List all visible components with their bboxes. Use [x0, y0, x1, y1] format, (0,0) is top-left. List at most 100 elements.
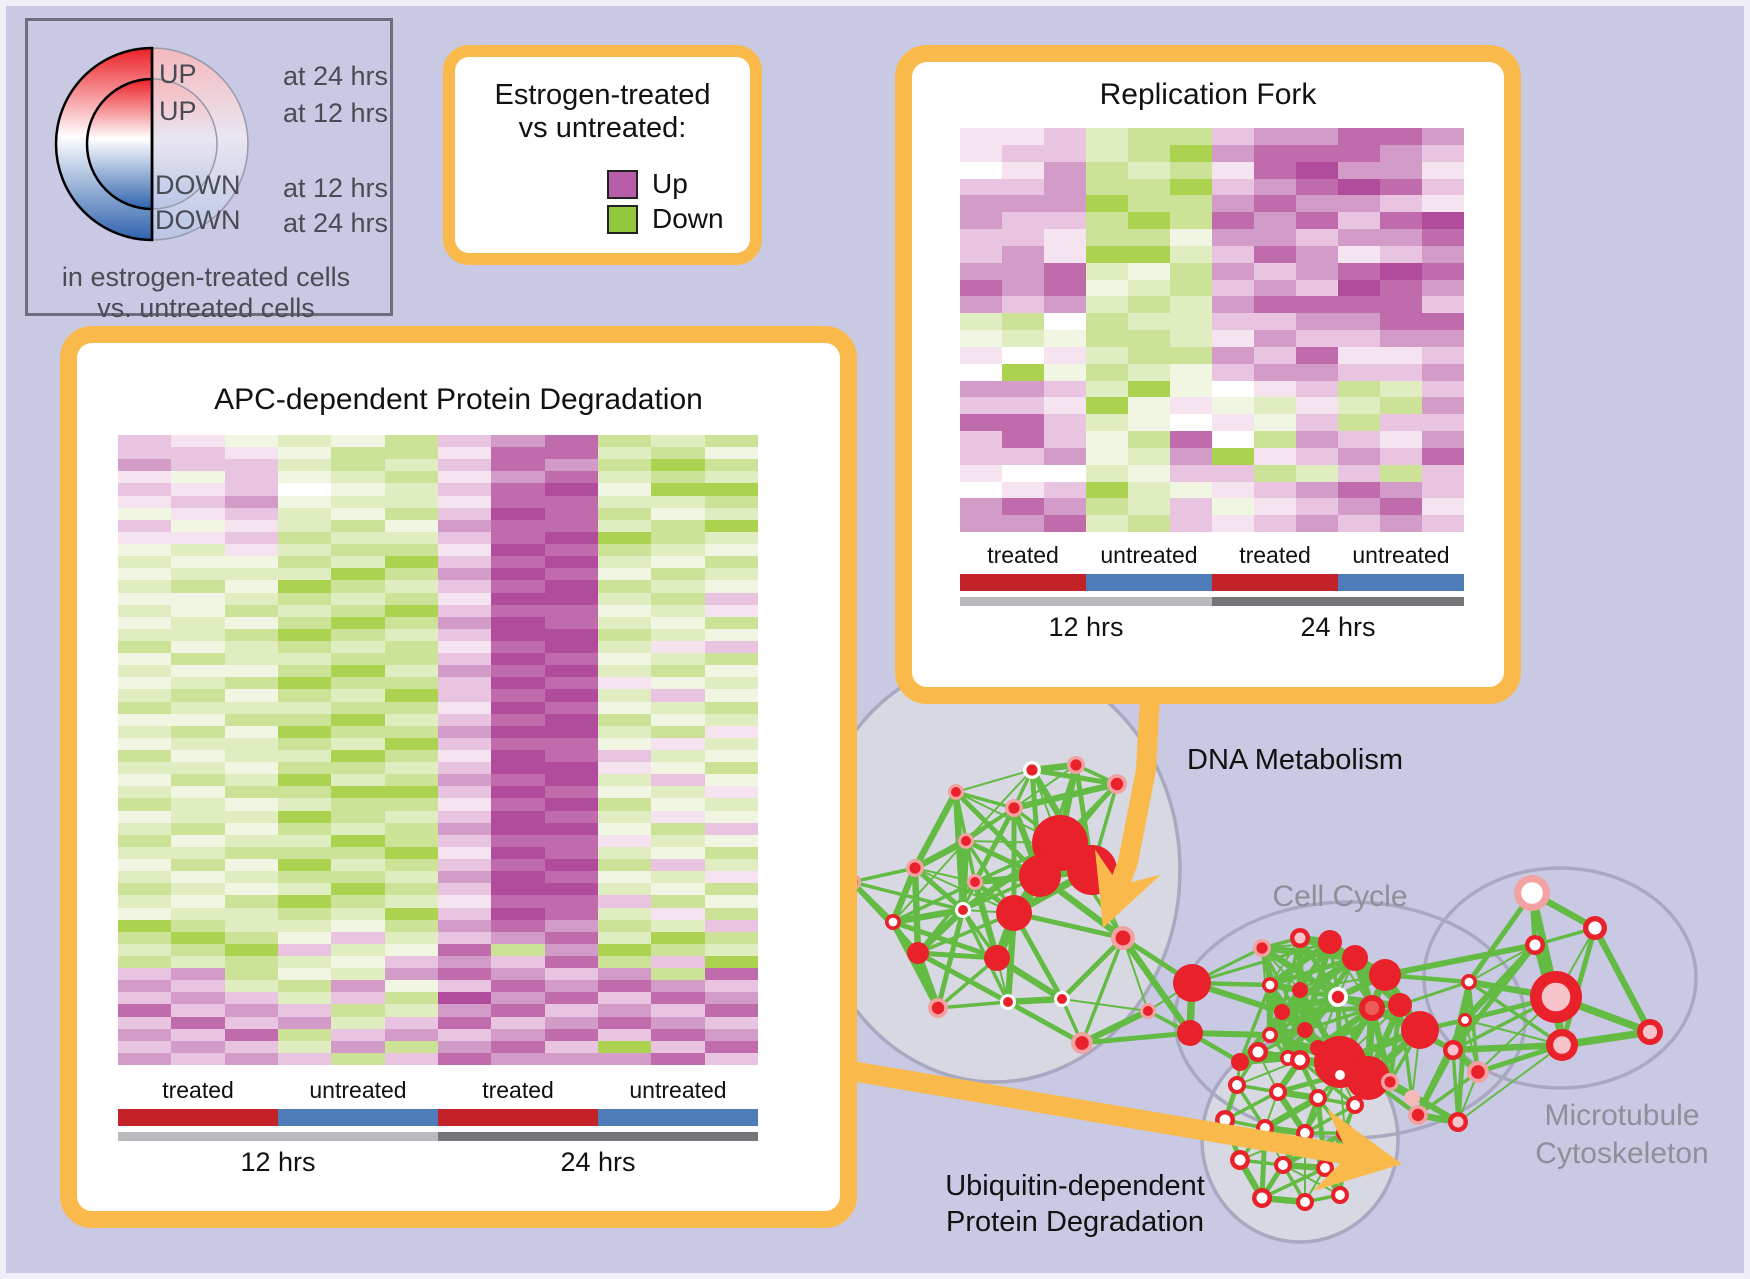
heatmap-cell: [704, 580, 758, 593]
heatmap-cell: [1002, 161, 1044, 179]
heatmap-cell: [1044, 279, 1086, 297]
heatmap-cell: [171, 677, 225, 690]
heatmap-cell: [331, 883, 385, 896]
heatmap-cell: [1296, 363, 1338, 381]
heatmap-cell: [597, 507, 652, 520]
heatmap-cell: [1422, 229, 1464, 246]
heatmap-cell: [597, 713, 652, 726]
heatmap-cell: [1002, 296, 1044, 314]
heatmap-cell: [491, 846, 545, 860]
heatmap-cell: [491, 980, 545, 993]
heatmap-cell: [597, 1052, 652, 1065]
heatmap-cell: [437, 713, 492, 726]
heatmap-cell: [1254, 447, 1296, 465]
heatmap-cell: [331, 798, 385, 811]
heatmap-cell: [437, 592, 492, 605]
heatmap-cell: [544, 713, 598, 726]
heatmap-cell: [1380, 431, 1422, 448]
heatmap-cell: [384, 737, 438, 750]
heatmap-cell: [491, 713, 545, 726]
heatmap-cell: [277, 580, 332, 593]
heatmap-cell: [331, 955, 385, 969]
heatmap-cell: [331, 774, 385, 787]
updown-legend-box: UP at 24 hrs UP at 12 hrs DOWN at 12 hrs…: [25, 18, 393, 323]
updown-up24-label: UP: [159, 59, 197, 89]
heatmap-cell: [277, 1004, 332, 1017]
heatmap-cell: [331, 435, 385, 448]
heatmap-cell: [118, 786, 172, 799]
network-node: [1297, 1022, 1313, 1038]
network-node: [1364, 1000, 1380, 1016]
heatmap-cell: [1296, 380, 1338, 398]
network-node: [1177, 1020, 1203, 1046]
network-node: [1529, 939, 1541, 951]
heatmap-cell: [597, 750, 652, 763]
heatmap-cell: [277, 640, 332, 654]
heatmap-cell: [704, 1004, 758, 1017]
heatmap-cell: [1086, 363, 1128, 381]
heatmap-cell: [118, 556, 172, 569]
heatmap-cell: [384, 980, 438, 993]
heatmap-cell: [960, 380, 1002, 398]
heatmap-cell: [544, 459, 598, 472]
heatmap-cell: [491, 701, 545, 714]
heatmap-cell: [1254, 161, 1296, 179]
heatmap-cell: [491, 955, 545, 969]
heatmap-cell: [1380, 128, 1422, 145]
heatmap-cell: [704, 665, 758, 678]
heatmap-cell: [1044, 346, 1086, 364]
heatmap-cell: [1128, 330, 1170, 347]
heatmap-cell: [1380, 262, 1422, 280]
microtubule-label-line2: Cytoskeleton: [1535, 1137, 1709, 1170]
heatmap-cell: [544, 725, 598, 738]
heatmap-cell: [651, 531, 705, 545]
up-swatch: [607, 170, 638, 199]
heatmap-cell: [1128, 144, 1170, 162]
heatmap-cell: [118, 859, 172, 872]
heatmap-cell: [1170, 296, 1212, 314]
heatmap-cell: [171, 762, 225, 775]
heatmap-cell: [1086, 245, 1128, 263]
heatmap-cell: [171, 919, 225, 932]
heatmap-cell: [331, 604, 385, 617]
network-edge: [1007, 995, 1063, 1006]
heatmap-cell: [491, 616, 545, 629]
heatmap-cell: [1296, 178, 1338, 196]
heatmap-cell: [118, 931, 172, 944]
heatmap-cell: [1380, 245, 1422, 263]
heatmap-cell: [651, 895, 705, 908]
heatmap-cell: [1254, 229, 1296, 246]
heatmap-cell: [118, 495, 172, 508]
heatmap-cell: [704, 822, 758, 835]
heatmap-cell: [704, 992, 758, 1005]
heatmap-cell: [544, 798, 598, 811]
heatmap-cell: [1422, 279, 1464, 297]
heatmap-cell: [118, 725, 172, 738]
heatmap-cell: [437, 895, 492, 908]
heatmap-cell: [118, 483, 172, 496]
network-edge: [1081, 1030, 1191, 1046]
heatmap-cell: [224, 483, 278, 496]
heatmap-cell: [118, 762, 172, 775]
updown-down24-time: at 24 hrs: [282, 208, 388, 238]
apc-untreated-bar-2: [598, 1109, 758, 1126]
network-node: [1300, 1128, 1310, 1138]
heatmap-cell: [1254, 262, 1296, 280]
heatmap-cell: [224, 955, 278, 969]
heatmap-cell: [384, 556, 438, 569]
heatmap-cell: [331, 980, 385, 993]
heatmap-cell: [277, 568, 332, 581]
network-node: [1342, 945, 1368, 971]
heatmap-cell: [331, 447, 385, 460]
network-edge: [1061, 998, 1149, 1012]
heatmap-cell: [1422, 447, 1464, 465]
network-node: [1003, 997, 1013, 1007]
heatmap-cell: [544, 943, 598, 956]
heatmap-cell: [1296, 296, 1338, 314]
heatmap-cell: [437, 471, 492, 484]
heatmap-cell: [437, 968, 492, 981]
heatmap-cell: [1002, 245, 1044, 263]
heatmap-cell: [704, 774, 758, 787]
heatmap-cell: [437, 1052, 492, 1065]
heatmap-cell: [1380, 464, 1422, 482]
